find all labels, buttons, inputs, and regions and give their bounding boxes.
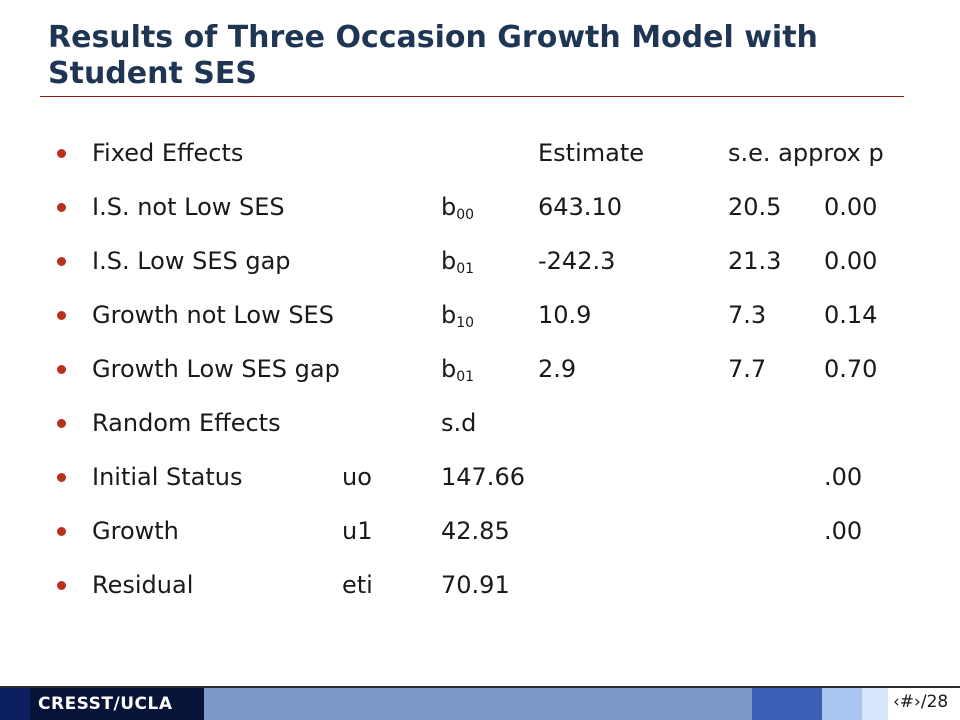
row-label: I.S. Low SES gap: [92, 247, 291, 275]
estimate-header: Estimate: [538, 139, 645, 167]
sd-header: s.d: [441, 409, 477, 437]
fixed-effect-row: I.S. Low SES gap b01 -242.3 21.3 0.00: [0, 246, 960, 286]
se-value: 7.3: [728, 301, 767, 329]
random-effect-row: Residual eti 70.91: [0, 570, 960, 610]
bullet-icon: [56, 516, 70, 546]
row-label: Residual: [92, 571, 194, 599]
coef-subscript: 00: [456, 207, 475, 223]
sd-value: 42.85: [441, 517, 510, 545]
p-value: 0.14: [824, 301, 878, 329]
coef-letter: b: [441, 193, 457, 221]
estimate-value: 2.9: [538, 355, 577, 383]
estimate-value: 643.10: [538, 193, 622, 221]
coef-letter: b: [441, 247, 457, 275]
bullet-icon: [56, 462, 70, 492]
estimate-value: -242.3: [538, 247, 616, 275]
se-value: 20.5: [728, 193, 782, 221]
coefficient-symbol: b10: [441, 300, 474, 330]
coef-letter: b: [441, 355, 457, 383]
term-symbol: uo: [342, 463, 372, 491]
se-p-header: s.e. approx p: [728, 139, 884, 167]
estimate-value: 10.9: [538, 301, 592, 329]
row-label: Fixed Effects: [92, 139, 244, 167]
page-number-box: [888, 688, 960, 720]
p-value: .00: [824, 517, 863, 545]
row-label: Initial Status: [92, 463, 243, 491]
slide-title: Results of Three Occasion Growth Model w…: [48, 20, 818, 91]
row-label: Growth: [92, 517, 179, 545]
p-value: .00: [824, 463, 863, 491]
coefficient-symbol: b01: [441, 246, 474, 276]
coef-letter: b: [441, 301, 457, 329]
fixed-effects-header-row: Fixed Effects Estimate s.e. approx p: [0, 138, 960, 178]
bullet-icon: [56, 192, 70, 222]
coef-subscript: 10: [456, 315, 475, 331]
row-label: Growth Low SES gap: [92, 355, 340, 383]
page-number: ‹#›/28: [893, 692, 949, 712]
se-value: 7.7: [728, 355, 767, 383]
results-list: Fixed Effects Estimate s.e. approx p I.S…: [0, 138, 960, 610]
bullet-icon: [56, 246, 70, 276]
p-value: 0.00: [824, 247, 878, 275]
footer-accent-block: [752, 688, 822, 720]
p-value: 0.00: [824, 193, 878, 221]
bullet-icon: [56, 138, 70, 168]
fixed-effect-row: Growth Low SES gap b01 2.9 7.7 0.70: [0, 354, 960, 394]
bullet-icon: [56, 354, 70, 384]
coef-subscript: 01: [456, 261, 475, 277]
term-symbol: u1: [342, 517, 373, 545]
random-effect-row: Initial Status uo 147.66 .00: [0, 462, 960, 502]
fixed-effect-row: Growth not Low SES b10 10.9 7.3 0.14: [0, 300, 960, 340]
logo-accent-block: [0, 688, 30, 720]
footer-accent-block: [822, 688, 862, 720]
title-divider: [40, 96, 904, 97]
se-value: 21.3: [728, 247, 782, 275]
coefficient-symbol: b01: [441, 354, 474, 384]
p-value: 0.70: [824, 355, 878, 383]
cresst-logo: CRESST/UCLA: [0, 688, 204, 720]
logo-text: CRESST/UCLA: [38, 694, 173, 714]
fixed-effect-row: I.S. not Low SES b00 643.10 20.5 0.00: [0, 192, 960, 232]
coef-subscript: 01: [456, 369, 475, 385]
footer-divider: [0, 686, 960, 688]
bullet-icon: [56, 408, 70, 438]
row-label: I.S. not Low SES: [92, 193, 285, 221]
sd-value: 147.66: [441, 463, 525, 491]
random-effects-header-row: Random Effects s.d: [0, 408, 960, 448]
bullet-icon: [56, 570, 70, 600]
bullet-icon: [56, 300, 70, 330]
row-label: Random Effects: [92, 409, 281, 437]
term-symbol: eti: [342, 571, 373, 599]
sd-value: 70.91: [441, 571, 510, 599]
row-label: Growth not Low SES: [92, 301, 334, 329]
coefficient-symbol: b00: [441, 192, 474, 222]
footer-accent-block: [862, 688, 888, 720]
random-effect-row: Growth u1 42.85 .00: [0, 516, 960, 556]
